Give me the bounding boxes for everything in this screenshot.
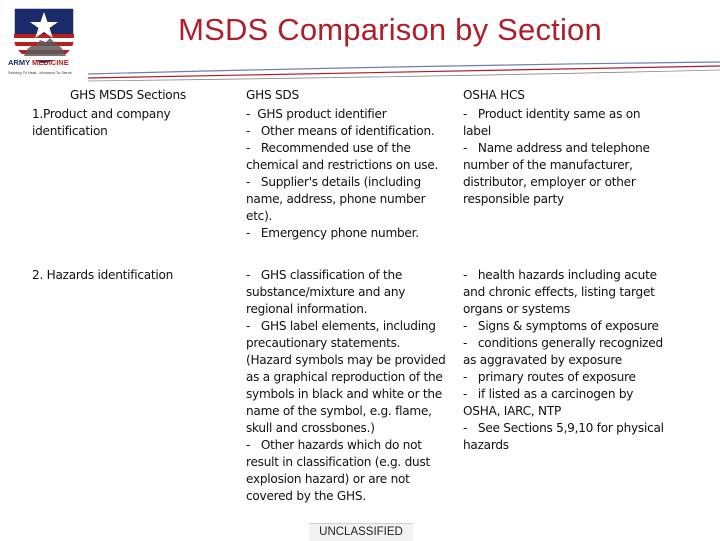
army-medicine-logo (13, 7, 75, 65)
row1-ghs-sds: - GHS product identifier - Other means o… (246, 107, 439, 240)
title-underline-swoosh (88, 61, 720, 82)
row2-section: 2. Hazards identification (32, 268, 174, 282)
header-ghs-sds: GHS SDS (246, 88, 299, 102)
page-title: MSDS Comparison by Section (178, 12, 602, 47)
row2-ghs-sds: - GHS classification of the substance/mi… (246, 268, 446, 503)
header-osha-hcs: OSHA HCS (463, 88, 525, 102)
logo-wordmark: ARMY MEDICINE (8, 58, 69, 67)
row1-section: 1.Product and company identification (32, 107, 171, 138)
logo-tagline: Serving To Heal...Honored To Serve (8, 70, 72, 75)
classification-label: UNCLASSIFIED (319, 526, 403, 538)
classification-banner (309, 523, 413, 541)
header-ghs-msds-sections: GHS MSDS Sections (70, 88, 186, 102)
row2-osha-hcs: - health hazards including acute and chr… (463, 268, 664, 452)
row1-osha-hcs: - Product identity same as on label - Na… (463, 107, 650, 206)
